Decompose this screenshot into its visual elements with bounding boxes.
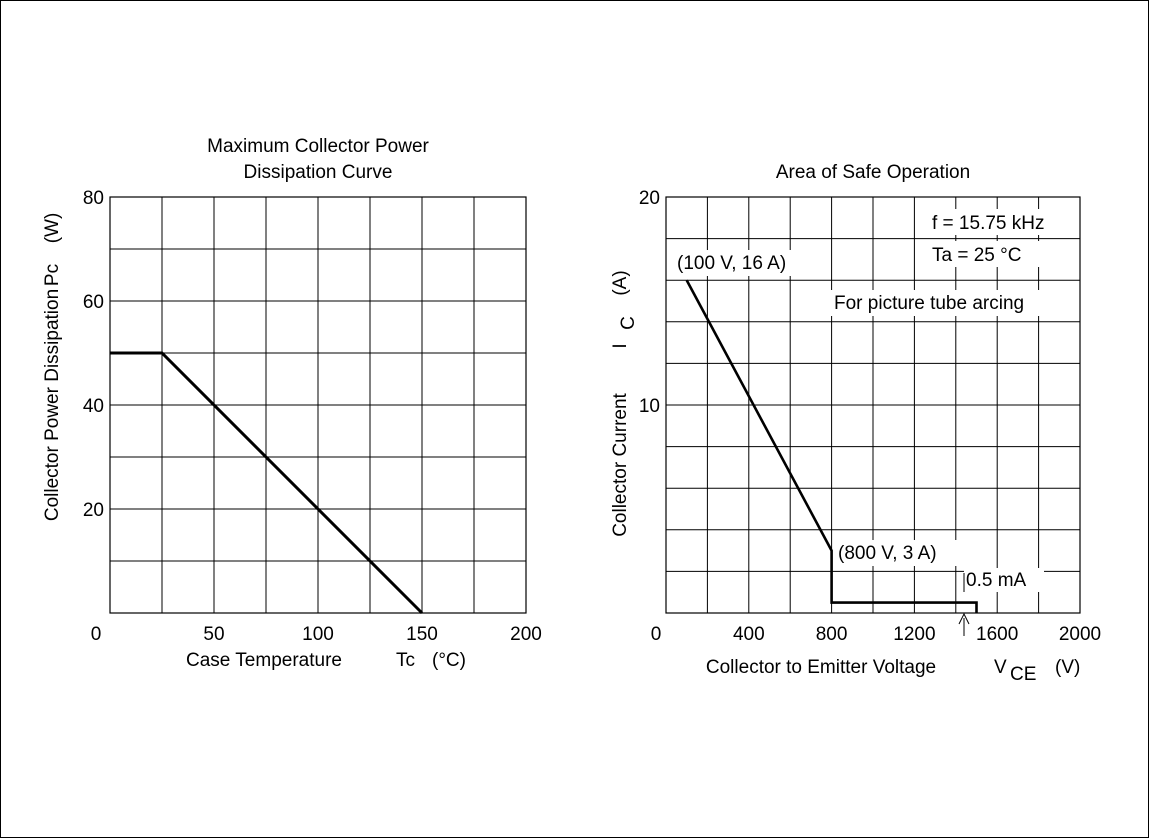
- chart1-y-tick-label: 60: [83, 292, 104, 313]
- chart2-x-tick-label: 2000: [1059, 624, 1101, 645]
- chart1-series-line: [110, 351, 424, 615]
- safe-operation-chart: Area of Safe Operation 0 400 800 1200 1600 20…: [610, 162, 1101, 685]
- chart2-x-tick-label: 800: [816, 624, 848, 645]
- chart2-y-axis-symbol: I: [610, 343, 631, 348]
- chart1-y-tick-labels: 20 40 60 80: [83, 188, 104, 521]
- chart1-x-tick-label: 200: [510, 624, 542, 645]
- chart2-x-tick-label: 1600: [976, 624, 1018, 645]
- chart2-x-tick-label: 1200: [893, 624, 935, 645]
- chart2-annotation-leakage: 0.5 mA: [966, 570, 1027, 591]
- chart2-condition-bg-3: [830, 290, 1078, 316]
- chart1-y-axis-unit: (W): [42, 213, 63, 244]
- chart2-series-line: [685, 279, 978, 613]
- chart2-y-tick-labels: 10 20: [639, 188, 660, 417]
- chart1-y-tick-label: 80: [83, 188, 104, 209]
- chart2-y-axis-label: Collector Current: [610, 392, 631, 536]
- chart2-annot-bg-knee: [836, 540, 968, 566]
- chart1-x-tick-labels: 0 50 100 150 200: [91, 624, 542, 645]
- chart1-title-line1: Maximum Collector Power: [207, 136, 429, 157]
- power-dissipation-chart: Maximum Collector Power Dissipation Curv…: [42, 136, 542, 671]
- chart1-y-axis-label: Collector Power Dissipation: [42, 289, 63, 521]
- chart2-plot-border: [665, 196, 1081, 614]
- chart2-x-axis-symbol: V: [994, 657, 1007, 678]
- chart1-y-tick-label: 20: [83, 500, 104, 521]
- chart1-x-tick-label: 0: [91, 624, 102, 645]
- chart2-y-axis-symbol-sub: C: [618, 316, 639, 330]
- chart2-x-axis-label: Collector to Emitter Voltage: [706, 657, 936, 678]
- chart1-x-axis-unit: (°C): [432, 650, 466, 671]
- chart2-y-tick-label: 10: [639, 396, 660, 417]
- chart1-x-tick-label: 100: [302, 624, 334, 645]
- chart2-condition-bg-2: [926, 241, 1050, 267]
- chart2-x-tick-label: 400: [733, 624, 765, 645]
- chart1-x-tick-label: 150: [406, 624, 438, 645]
- chart1-x-tick-label: 50: [203, 624, 224, 645]
- chart1-grid: [109, 196, 527, 615]
- chart1-x-axis-symbol: Tc: [396, 650, 415, 671]
- chart2-x-axis-unit: (V): [1055, 657, 1080, 678]
- chart2-title: Area of Safe Operation: [776, 162, 970, 183]
- chart1-y-axis-symbol: Pc: [42, 264, 63, 286]
- chart2-annotation-knee-point: (800 V, 3 A): [838, 543, 937, 564]
- chart2-annot-bg-top: [674, 250, 824, 276]
- chart2-x-tick-label: 0: [651, 624, 662, 645]
- chart2-x-axis-symbol-sub: CE: [1010, 664, 1036, 685]
- chart1-y-tick-label: 40: [83, 396, 104, 417]
- chart2-condition-note: For picture tube arcing: [834, 293, 1024, 314]
- chart2-condition-bg-1: [926, 209, 1078, 235]
- chart1-title-line2: Dissipation Curve: [244, 162, 393, 183]
- chart2-y-axis-unit: (A): [610, 270, 631, 295]
- chart2-y-tick-label: 20: [639, 188, 660, 209]
- chart1-x-axis-label: Case Temperature: [186, 650, 342, 671]
- chart2-annot-bg-leak: [964, 568, 1044, 592]
- chart2-condition-frequency: f = 15.75 kHz: [932, 213, 1044, 234]
- chart2-condition-temperature: Ta = 25 °C: [932, 245, 1021, 266]
- chart2-leakage-arrow-icon: [958, 612, 970, 625]
- chart2-annotation-top-point: (100 V, 16 A): [677, 253, 786, 274]
- chart1-plot-border: [109, 196, 527, 614]
- chart2-x-tick-labels: 0 400 800 1200 1600 2000: [651, 624, 1101, 645]
